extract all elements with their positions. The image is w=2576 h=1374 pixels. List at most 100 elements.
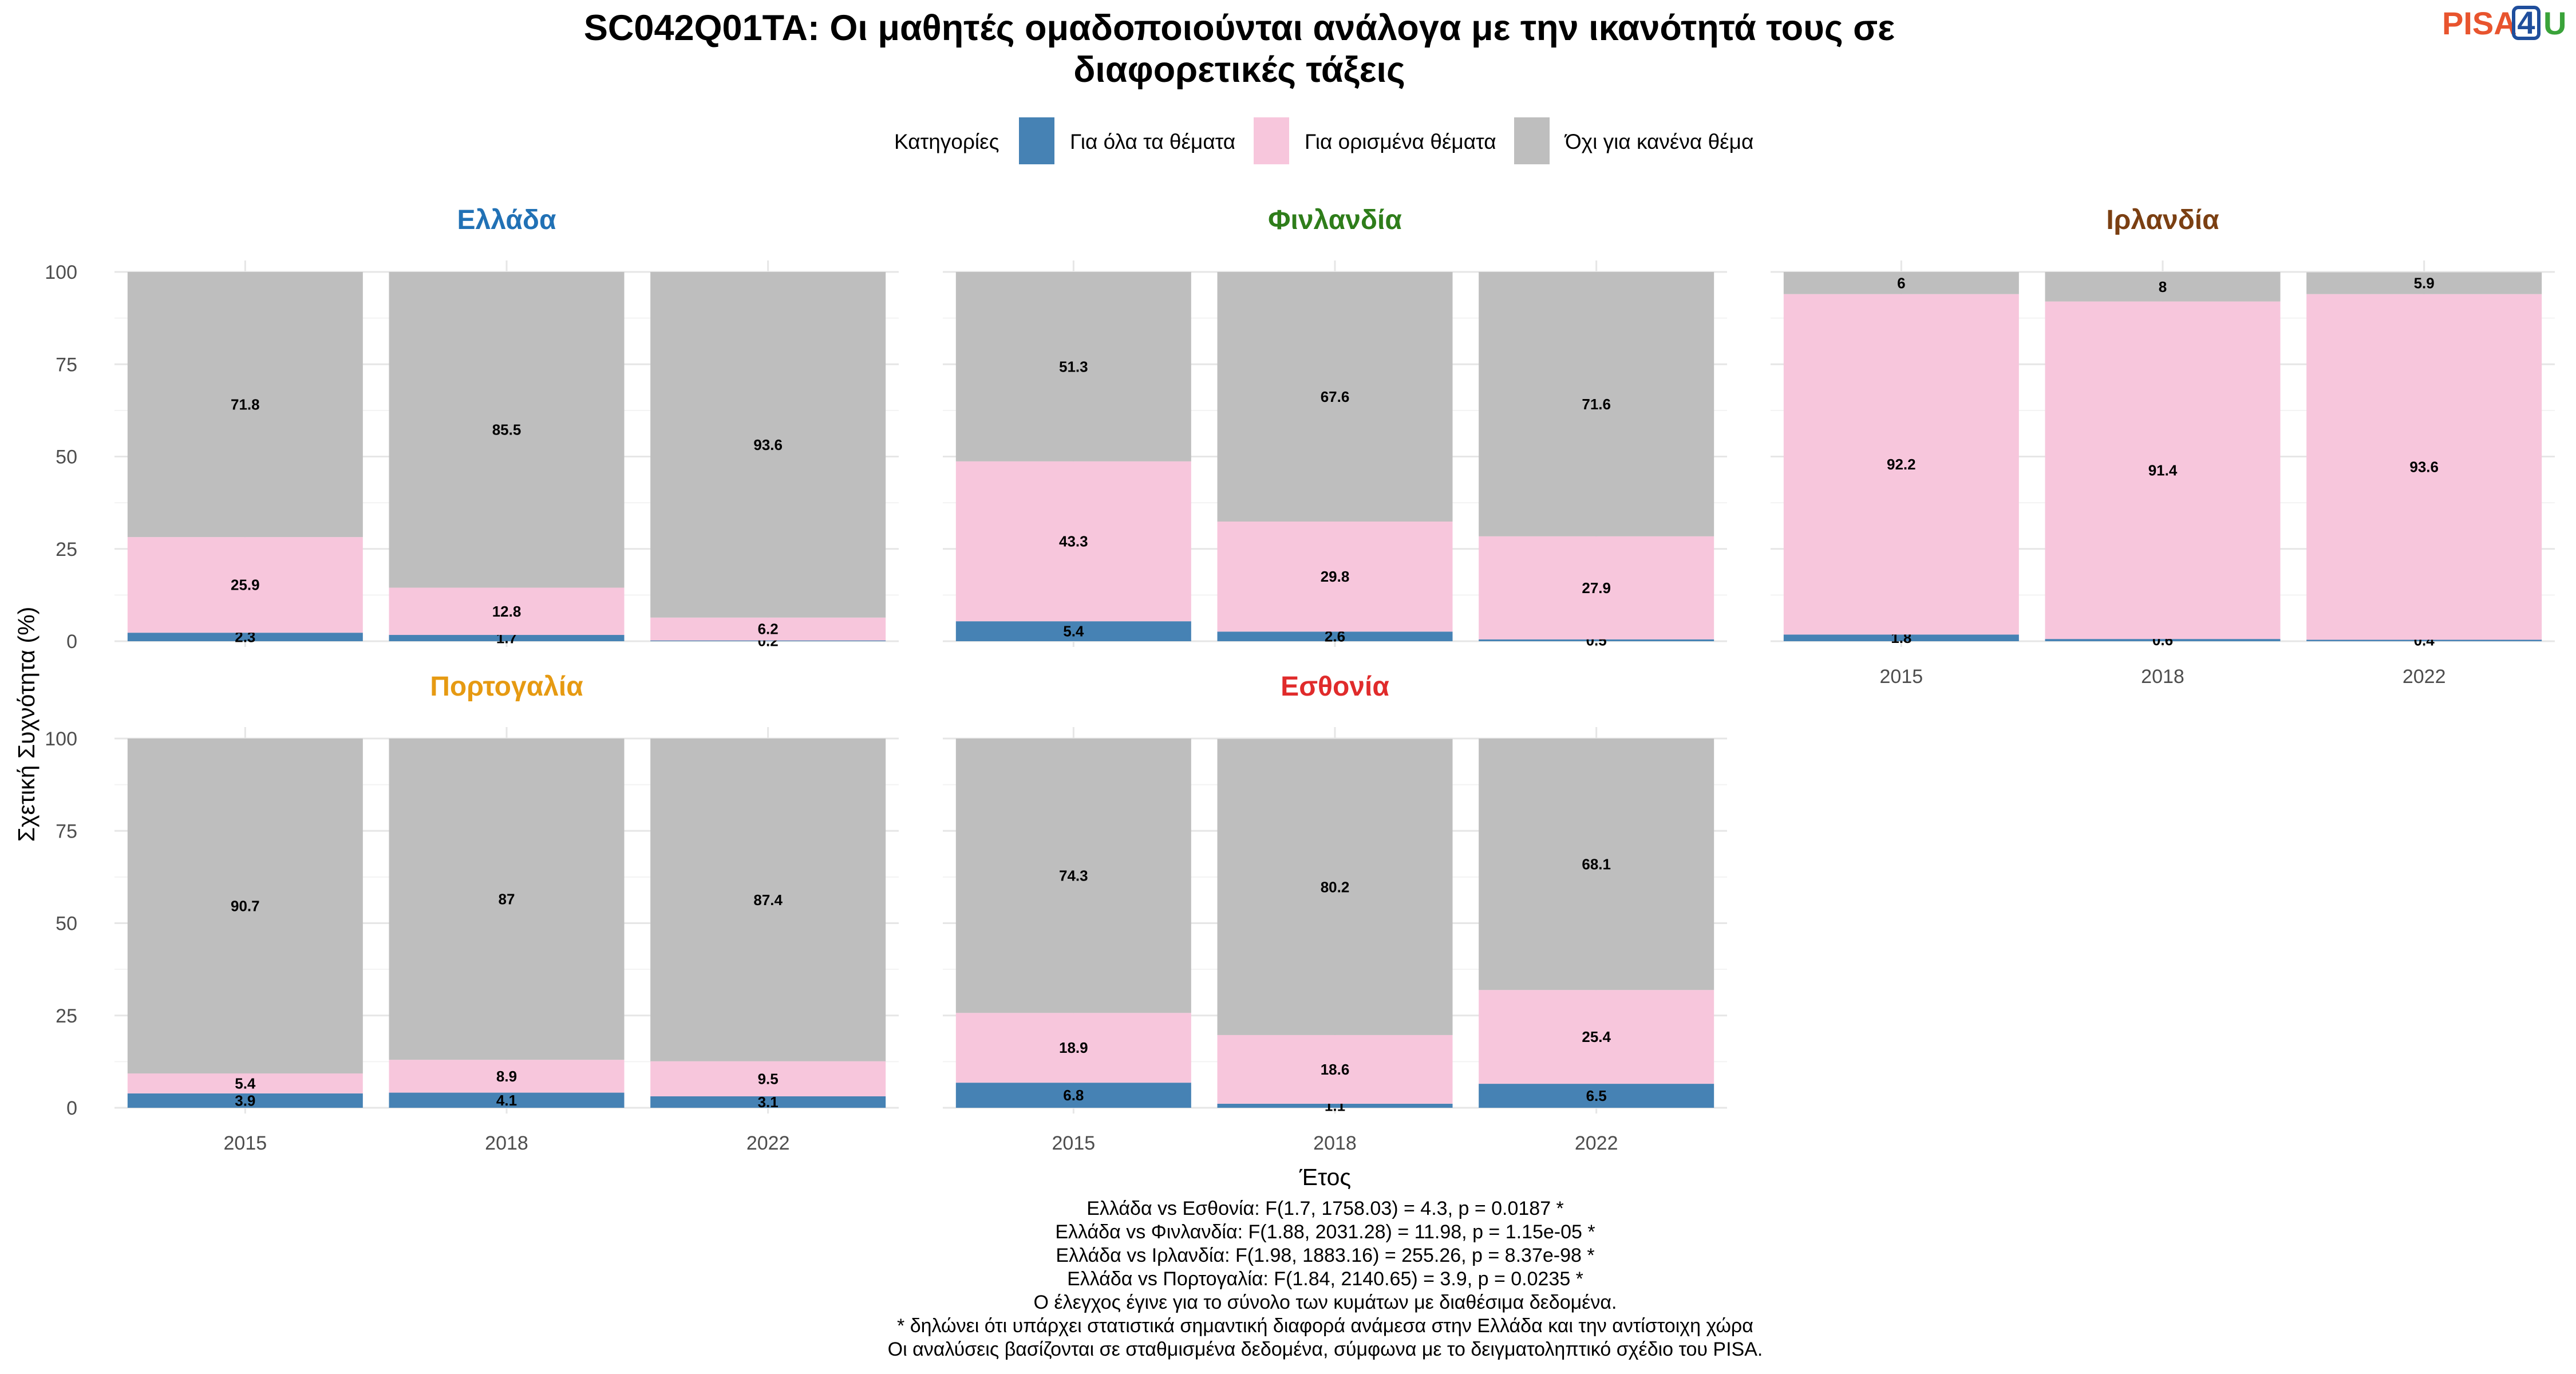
data-label: 5.9 xyxy=(2414,275,2435,292)
facet-title: Ελλάδα xyxy=(457,205,556,235)
caption-line: Ελλάδα vs Πορτογαλία: F(1.84, 2140.65) =… xyxy=(1067,1268,1583,1290)
data-label: 8.9 xyxy=(496,1068,517,1085)
data-label: 43.3 xyxy=(1059,533,1088,550)
bar-segment xyxy=(2045,301,2281,639)
bar-segment xyxy=(955,1013,1191,1083)
caption-line: Ελλάδα vs Εσθονία: F(1.7, 1758.03) = 4.3… xyxy=(1086,1198,1564,1219)
data-label: 80.2 xyxy=(1321,878,1350,895)
y-tick-label: 50 xyxy=(56,913,77,935)
legend-key-2 xyxy=(1514,117,1550,164)
caption-line: * δηλώνει ότι υπάρχει στατιστικά σημαντι… xyxy=(897,1315,1753,1337)
data-label: 4.1 xyxy=(496,1092,517,1109)
data-label: 71.8 xyxy=(231,396,260,413)
legend-label-0: Για όλα τα θέματα xyxy=(1070,130,1235,153)
bar-segment xyxy=(2045,639,2281,641)
data-label: 74.3 xyxy=(1059,867,1088,885)
bar-segment xyxy=(650,272,886,618)
x-tick-label: 2018 xyxy=(1313,1132,1357,1154)
data-label: 6 xyxy=(1897,274,1905,291)
bar-segment xyxy=(2306,294,2542,640)
logo-box xyxy=(2512,6,2541,40)
caption-line: Ελλάδα vs Ιρλανδία: F(1.98, 1883.16) = 2… xyxy=(1056,1245,1594,1266)
bar-segment xyxy=(1783,272,2019,294)
bar-segment xyxy=(650,617,886,641)
bar-segment xyxy=(650,1061,886,1097)
data-label: 27.9 xyxy=(1582,579,1611,597)
logo-part-3: U xyxy=(2543,5,2566,41)
data-label: 93.6 xyxy=(753,436,783,453)
bar-segment xyxy=(2306,272,2542,294)
caption-line: Ελλάδα vs Φινλανδία: F(1.88, 2031.28) = … xyxy=(1055,1221,1595,1243)
bar-segment xyxy=(2306,639,2542,641)
data-label: 8 xyxy=(2159,278,2167,295)
bar-segment xyxy=(389,1092,625,1108)
bar-segment xyxy=(1479,536,1714,639)
data-label: 93.6 xyxy=(2409,459,2439,476)
facet-title: Φινλανδία xyxy=(1268,205,1402,235)
bar-segment xyxy=(389,635,625,641)
x-tick-label: 2022 xyxy=(1575,1132,1618,1154)
data-label: 6.2 xyxy=(758,621,779,638)
y-tick-label: 25 xyxy=(56,1005,77,1027)
x-tick-label: 2015 xyxy=(224,1132,267,1154)
data-label: 5.4 xyxy=(1063,623,1084,640)
x-tick-label: 2022 xyxy=(746,1132,790,1154)
bar-segment xyxy=(389,1060,625,1093)
logo-part-2: 4 xyxy=(2517,5,2535,41)
data-label: 71.6 xyxy=(1582,396,1611,413)
bar-segment xyxy=(1479,272,1714,536)
data-label: 25.4 xyxy=(1582,1028,1611,1045)
data-label: 29.8 xyxy=(1321,568,1350,585)
data-label: 18.6 xyxy=(1321,1061,1350,1078)
caption: Ελλάδα vs Εσθονία: F(1.7, 1758.03) = 4.3… xyxy=(888,1198,1763,1360)
data-label: 87.4 xyxy=(753,891,783,909)
data-label: 67.6 xyxy=(1321,388,1350,405)
data-label: 51.3 xyxy=(1059,358,1088,375)
bar-segment xyxy=(127,633,363,641)
x-tick-label: 2015 xyxy=(1880,666,1923,688)
facet-title: Εσθονία xyxy=(1281,672,1389,702)
data-label: 68.1 xyxy=(1582,856,1611,873)
bar-segment xyxy=(955,461,1191,622)
facet-title: Ιρλανδία xyxy=(2106,205,2219,235)
facet-panel: Ελλάδα2.325.971.81.712.885.50.26.293.602… xyxy=(45,205,899,653)
y-tick-label: 75 xyxy=(56,820,77,842)
bar-segment xyxy=(127,272,363,538)
legend-key-1 xyxy=(1254,117,1289,164)
x-tick-label: 2018 xyxy=(2141,666,2184,688)
x-tick-label: 2022 xyxy=(2403,666,2446,688)
bar-segment xyxy=(1479,639,1714,641)
chart-title-line-1: SC042Q01TA: Οι μαθητές ομαδοποιούνται αν… xyxy=(584,8,1895,48)
x-tick-label: 2015 xyxy=(1052,1132,1096,1154)
bar-segment xyxy=(955,272,1191,461)
bar-segment xyxy=(389,272,625,588)
bar-segment xyxy=(650,1096,886,1108)
svg-text:PISA: PISA xyxy=(2442,5,2517,41)
y-tick-label: 100 xyxy=(45,262,77,283)
legend-key-0 xyxy=(1019,117,1054,164)
bar-segment xyxy=(389,587,625,635)
data-label: 85.5 xyxy=(492,421,521,439)
caption-line: Οι αναλύσεις βασίζονται σε σταθμισμένα δ… xyxy=(888,1339,1763,1360)
legend: Κατηγορίες Για όλα τα θέματα Για ορισμένα… xyxy=(894,117,1753,164)
chart-title-line-2: διαφορετικές τάξεις xyxy=(1073,50,1405,90)
y-tick-label: 0 xyxy=(66,1097,77,1119)
bar-segment xyxy=(1479,1084,1714,1108)
bar-segment xyxy=(1783,634,2019,641)
x-axis-title: Έτος xyxy=(1299,1164,1351,1190)
bar-segment xyxy=(1217,1035,1453,1104)
facet-panel: Εσθονία6.818.974.31.118.680.26.525.468.1… xyxy=(943,672,1727,1154)
data-label: 25.9 xyxy=(231,577,260,594)
data-label: 92.2 xyxy=(1887,456,1916,473)
caption-line: Ο έλεγχος έγινε για το σύνολο των κυμάτω… xyxy=(1034,1292,1617,1313)
data-label: 6.8 xyxy=(1063,1087,1084,1104)
facet-panel: Πορτογαλία3.95.490.74.18.9873.19.587.402… xyxy=(45,672,899,1154)
y-tick-label: 75 xyxy=(56,354,77,376)
y-tick-label: 100 xyxy=(45,728,77,750)
data-label: 18.9 xyxy=(1059,1039,1088,1056)
bar-segment xyxy=(1479,990,1714,1084)
bar-segment xyxy=(955,621,1191,641)
y-tick-label: 50 xyxy=(56,447,77,468)
